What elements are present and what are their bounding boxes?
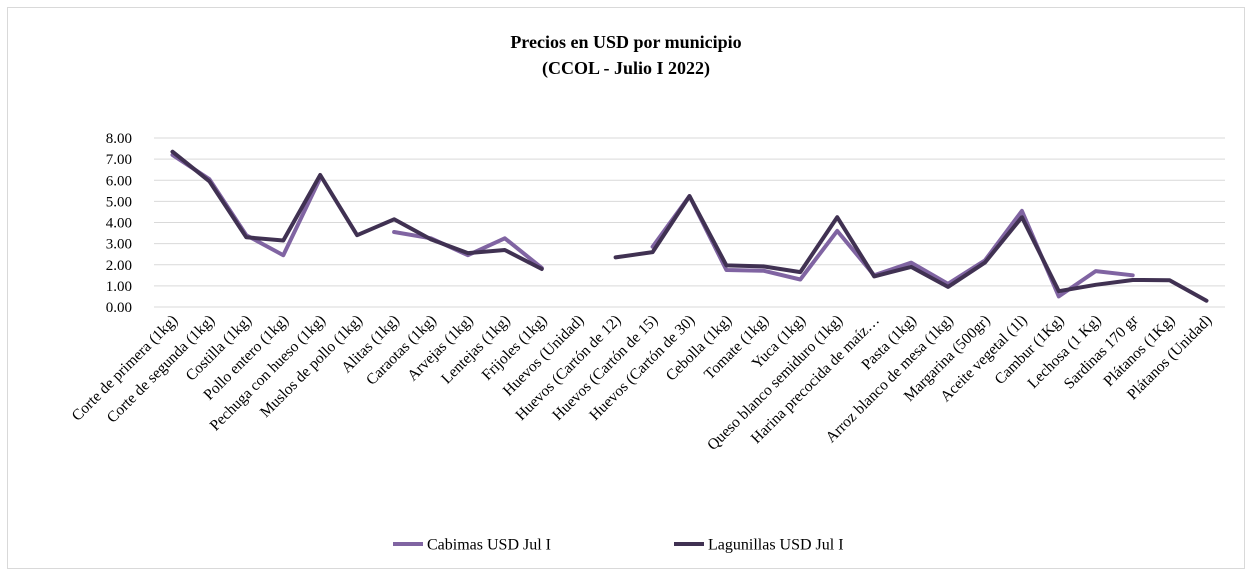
y-tick-label: 4.00	[106, 216, 132, 232]
x-axis-categories: Corte de primera (1kg)Corte de segunda (…	[69, 311, 1216, 454]
series-line-cabimas	[650, 194, 1135, 299]
series-lines	[170, 149, 1209, 303]
y-tick-label: 1.00	[106, 279, 132, 295]
y-tick-label: 7.00	[106, 152, 132, 168]
legend-label-lagunillas: Lagunillas USD Jul I	[708, 537, 844, 554]
legend: Cabimas USD Jul I Lagunillas USD Jul I	[393, 537, 844, 554]
y-axis-ticks: 0.00 1.00 2.00 3.00 4.00 5.00 6.00 7.00 8.00	[106, 131, 132, 316]
y-tick-label: 3.00	[106, 237, 132, 253]
legend-label-cabimas: Cabimas USD Jul I	[427, 537, 551, 554]
series-line-lagunillas	[613, 194, 1209, 303]
y-tick-label: 5.00	[106, 194, 132, 210]
y-tick-label: 0.00	[106, 300, 132, 316]
series-line-lagunillas	[170, 149, 544, 271]
y-tick-label: 6.00	[106, 173, 132, 189]
chart-subtitle: (CCOL - Julio I 2022)	[542, 58, 710, 79]
series-line-cabimas	[392, 230, 544, 270]
chart-area	[7, 7, 1245, 569]
gridlines	[154, 137, 1225, 308]
y-tick-label: 8.00	[106, 131, 132, 147]
chart-title: Precios en USD por municipio	[510, 32, 741, 52]
y-tick-label: 2.00	[106, 258, 132, 274]
